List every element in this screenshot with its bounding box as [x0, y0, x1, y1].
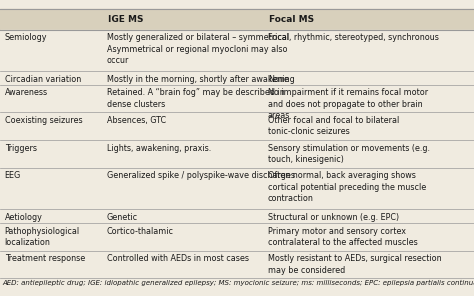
Text: Focal MS: Focal MS: [269, 15, 314, 24]
Bar: [0, 112, 474, 140]
Text: Genetic: Genetic: [107, 213, 138, 222]
Text: Structural or unknown (e.g. EPC): Structural or unknown (e.g. EPC): [268, 213, 399, 222]
Text: Treatment response: Treatment response: [5, 254, 85, 263]
Text: Cortico-thalamic: Cortico-thalamic: [107, 226, 173, 236]
Text: Circadian variation: Circadian variation: [5, 75, 81, 83]
Bar: [0, 140, 474, 168]
Text: Awareness: Awareness: [5, 89, 48, 97]
Bar: [0, 85, 474, 112]
Bar: [0, 168, 474, 209]
Text: Focal, rhythmic, stereotyped, synchronous: Focal, rhythmic, stereotyped, synchronou…: [268, 33, 438, 42]
Text: Sensory stimulation or movements (e.g.
touch, kinesigenic): Sensory stimulation or movements (e.g. t…: [268, 144, 430, 164]
Text: Generalized spike / polyspike-wave discharges: Generalized spike / polyspike-wave disch…: [107, 171, 295, 180]
Text: Pathophysiological
localization: Pathophysiological localization: [5, 226, 80, 247]
Bar: [0, 251, 474, 278]
Text: AED: antiepileptic drug; IGE: idiopathic generalized epilepsy; MS: myoclonic sei: AED: antiepileptic drug; IGE: idiopathic…: [2, 280, 474, 286]
Text: Mostly resistant to AEDs, surgical resection
may be considered: Mostly resistant to AEDs, surgical resec…: [268, 254, 441, 275]
Text: None: None: [268, 75, 289, 83]
Text: Lights, awakening, praxis.: Lights, awakening, praxis.: [107, 144, 211, 153]
Text: Aetiology: Aetiology: [5, 213, 43, 222]
Bar: [0, 223, 474, 251]
Bar: [0, 209, 474, 223]
Bar: [0, 9, 474, 30]
Text: Other focal and focal to bilateral
tonic-clonic seizures: Other focal and focal to bilateral tonic…: [268, 116, 399, 136]
Text: No impairment if it remains focal motor
and does not propagate to other brain
ar: No impairment if it remains focal motor …: [268, 89, 428, 120]
Text: IGE MS: IGE MS: [108, 15, 143, 24]
Bar: [0, 71, 474, 85]
Text: Triggers: Triggers: [5, 144, 37, 153]
Text: Primary motor and sensory cortex
contralateral to the affected muscles: Primary motor and sensory cortex contral…: [268, 226, 418, 247]
Text: Retained. A “brain fog” may be described in
dense clusters: Retained. A “brain fog” may be described…: [107, 89, 284, 109]
Text: Often normal, back averaging shows
cortical potential preceding the muscle
contr: Often normal, back averaging shows corti…: [268, 171, 426, 203]
Text: Controlled with AEDs in most cases: Controlled with AEDs in most cases: [107, 254, 249, 263]
Text: Coexisting seizures: Coexisting seizures: [5, 116, 82, 125]
Bar: [0, 30, 474, 71]
Text: Mostly generalized or bilateral – symmetrical
Asymmetrical or regional myocloni : Mostly generalized or bilateral – symmet…: [107, 33, 289, 65]
Text: Semiology: Semiology: [5, 33, 47, 42]
Text: EEG: EEG: [5, 171, 21, 180]
Text: Absences, GTC: Absences, GTC: [107, 116, 166, 125]
Text: Mostly in the morning, shortly after awakening: Mostly in the morning, shortly after awa…: [107, 75, 294, 83]
